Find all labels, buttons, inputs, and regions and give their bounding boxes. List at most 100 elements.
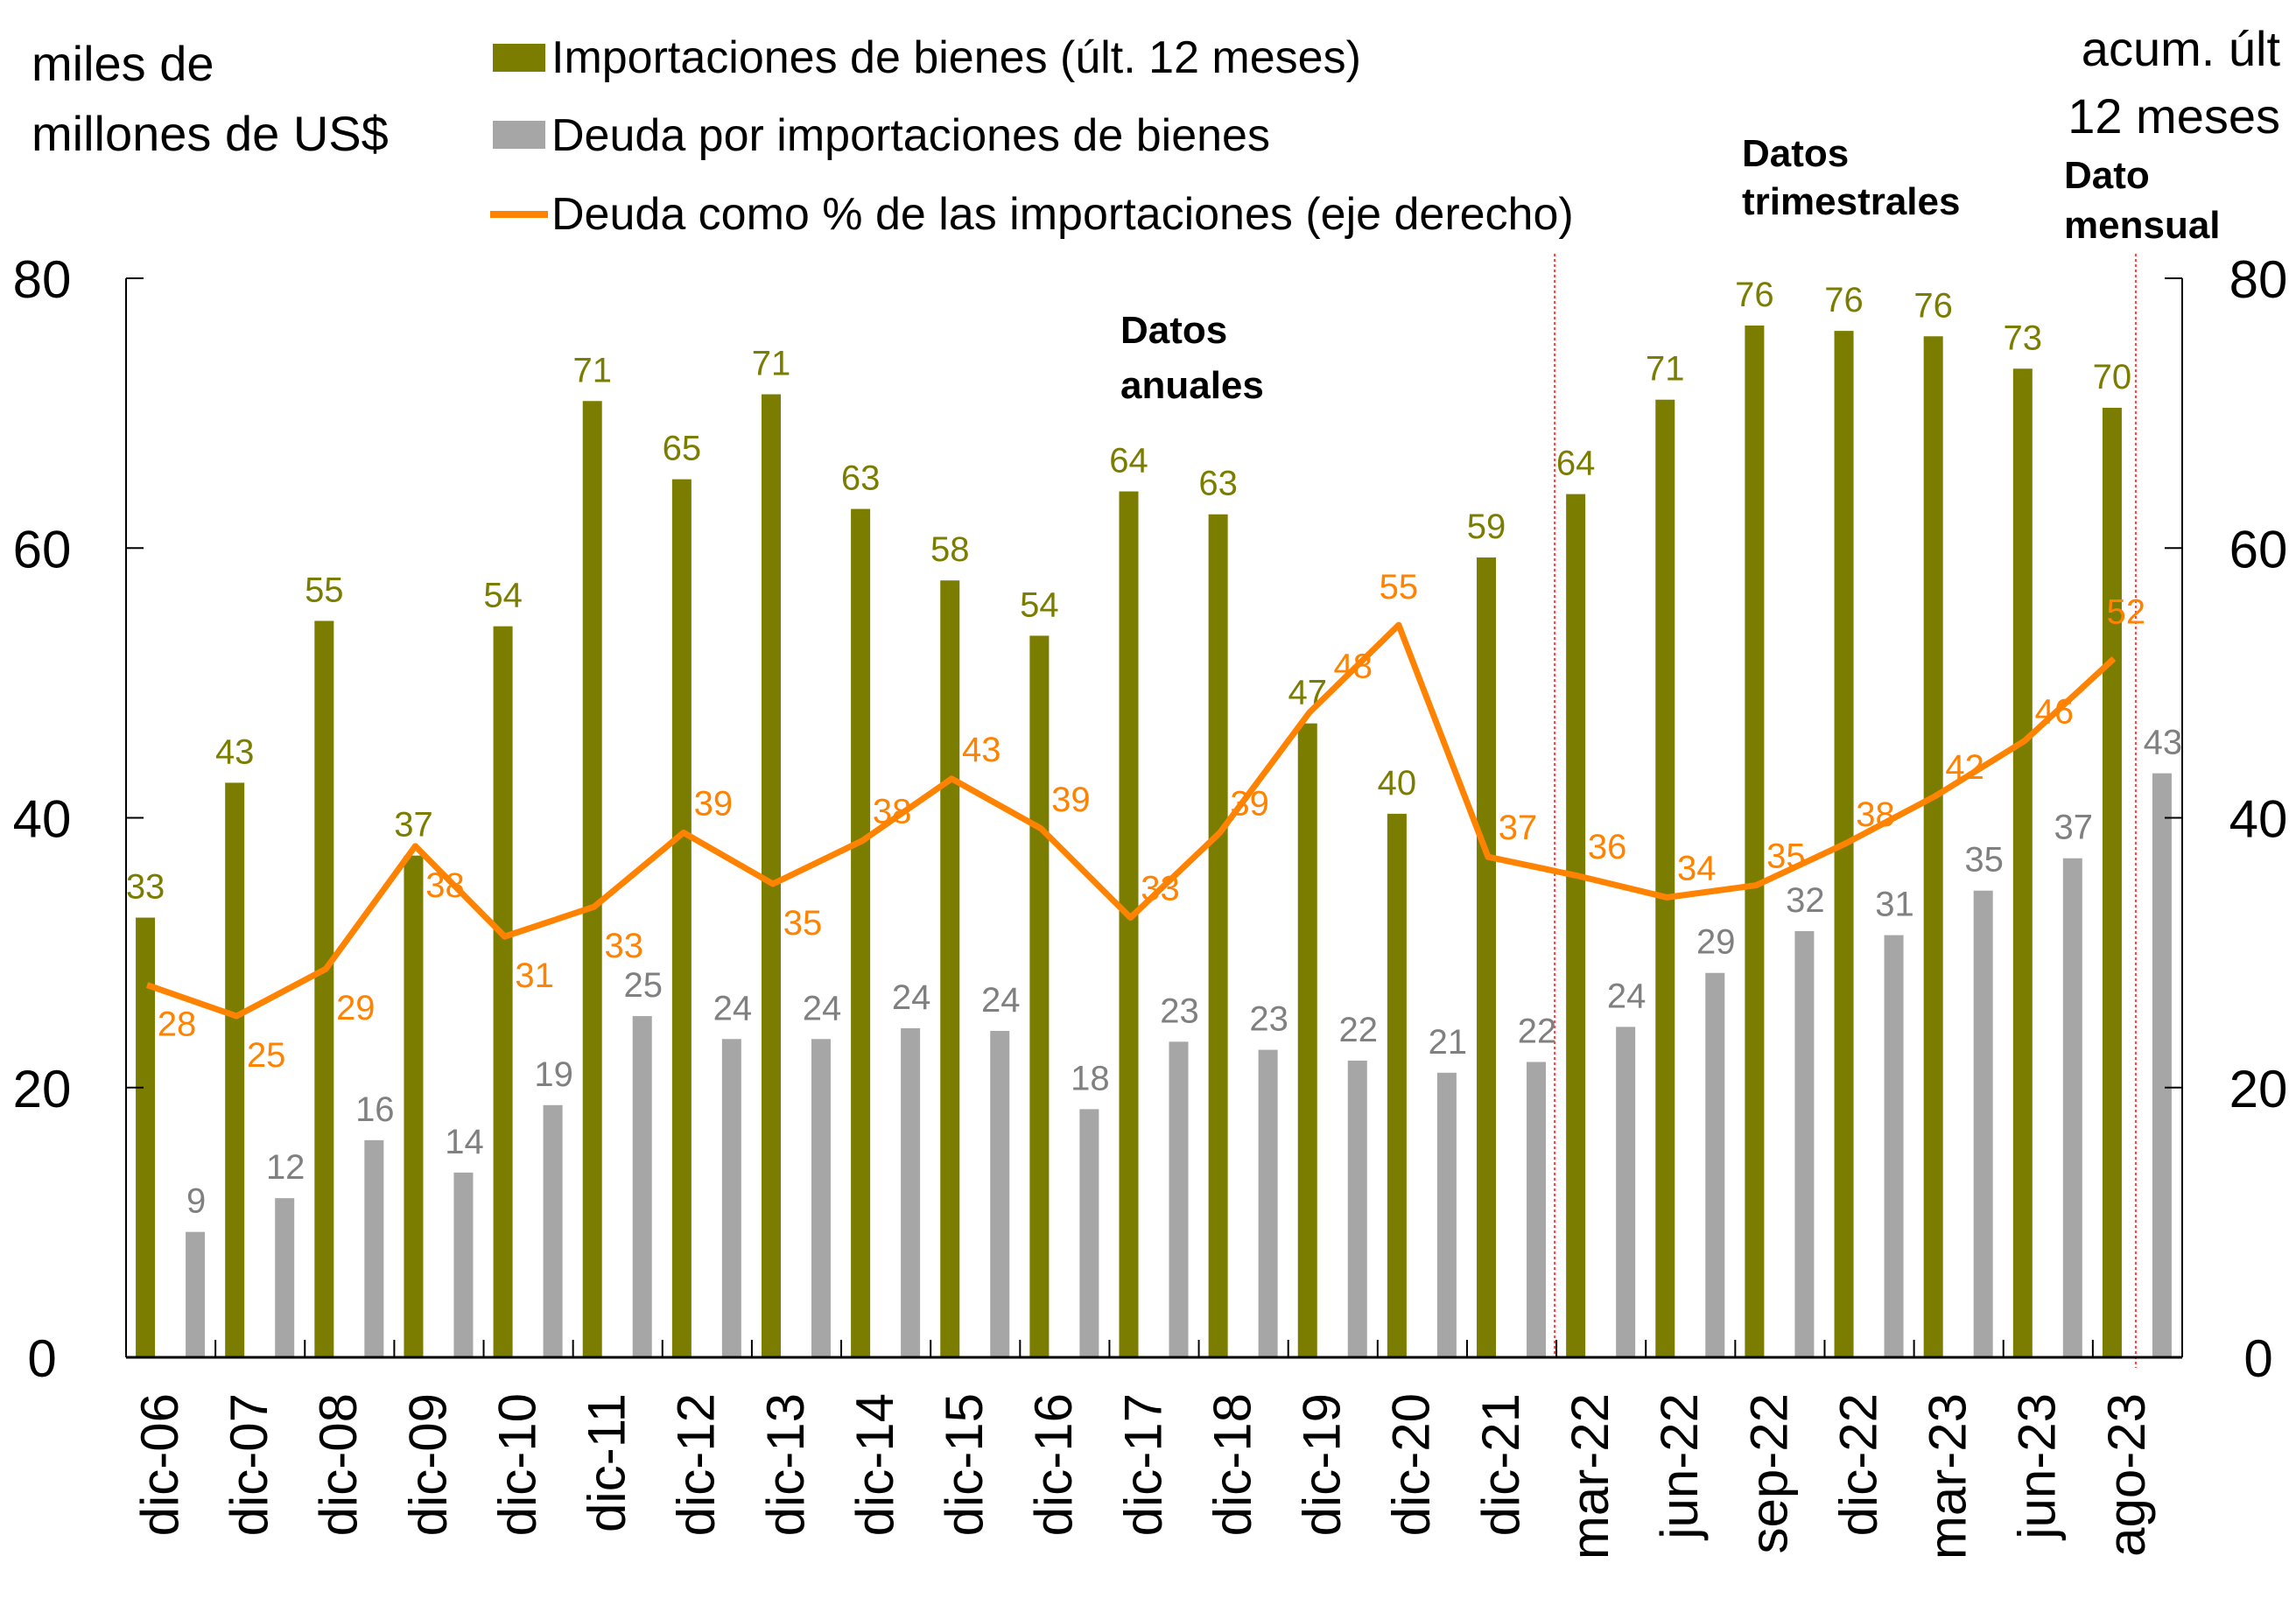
left-axis-tick-label: 40 [13,790,72,849]
data-label-imports: 71 [752,345,791,383]
data-label-ratio: 55 [1380,568,1419,606]
data-label-ratio: 39 [1051,781,1091,819]
data-label-imports: 58 [930,530,970,569]
data-label-imports: 71 [572,351,612,389]
bar-imports [225,782,245,1357]
data-label-debt: 9 [186,1182,206,1221]
bar-imports [1387,813,1407,1357]
bar-debt [632,1016,652,1357]
data-label-debt: 16 [355,1090,395,1129]
data-label-ratio: 38 [425,866,465,905]
data-label-debt: 23 [1249,1000,1288,1039]
x-axis-tick-label: dic-12 [667,1393,726,1536]
x-axis-tick-label: dic-09 [398,1393,457,1536]
x-axis-tick-label: dic-21 [1471,1393,1530,1536]
data-label-imports: 40 [1378,764,1417,803]
bar-imports [314,620,334,1357]
bar-debt [543,1104,563,1357]
x-axis-tick-label: jun-23 [2008,1393,2067,1541]
data-label-imports: 71 [1646,350,1685,389]
x-axis-tick-label: dic-11 [578,1393,636,1532]
bar-debt [275,1198,295,1357]
bar-imports [1297,723,1317,1357]
bar-imports [2102,407,2122,1358]
data-label-ratio: 31 [515,957,554,995]
data-label-debt: 14 [445,1123,484,1161]
data-label-imports: 65 [663,430,702,468]
left-axis-tick-label: 20 [13,1060,72,1118]
bar-debt [1258,1049,1278,1357]
bar-debt [1794,930,1815,1357]
data-label-ratio: 42 [1945,748,1984,787]
data-label-debt: 31 [1875,886,1914,924]
legend: Importaciones de bienes (últ. 12 meses) … [490,32,1574,240]
x-axis-tick-label: dic-19 [1293,1393,1352,1536]
bar-imports [671,479,692,1357]
bar-imports [1029,635,1050,1357]
bar-debt [1527,1062,1547,1357]
data-label-debt: 12 [266,1148,305,1187]
annotation-annual-line2: anuales [1120,364,1264,407]
bar-imports [1477,557,1497,1357]
data-label-debt: 37 [2054,809,2094,847]
data-label-imports: 47 [1288,674,1328,712]
legend-swatch-debt [493,121,545,149]
bar-imports [493,626,513,1357]
x-axis-tick-label: dic-07 [220,1393,278,1536]
right-axis-label-line1: acum. últ [2082,21,2281,76]
right-axis-tick-label: 40 [2229,790,2288,849]
data-label-debt: 22 [1339,1011,1379,1049]
legend-label-ratio: Deuda como % de las importaciones (eje d… [551,189,1574,240]
bar-debt [453,1172,474,1357]
bar-debt [1973,890,1993,1357]
bar-debt [1884,935,1904,1357]
data-label-ratio: 48 [1334,647,1373,685]
data-label-ratio: 33 [604,927,643,965]
bar-debt [901,1027,921,1357]
data-label-imports: 63 [1198,465,1238,503]
data-label-ratio: 37 [1499,809,1538,847]
data-label-debt: 24 [892,978,931,1017]
data-label-ratio: 34 [1677,849,1717,887]
data-label-debt: 21 [1429,1023,1468,1062]
data-label-imports: 73 [2004,319,2043,357]
bar-debt [1079,1109,1099,1357]
bar-imports [1655,399,1675,1357]
data-label-imports: 59 [1467,508,1506,546]
data-label-debt: 19 [534,1055,573,1094]
x-axis-tick-label: sep-22 [1739,1393,1798,1553]
data-label-debt: 24 [713,989,753,1027]
bar-debt [811,1039,831,1357]
data-label-imports: 55 [305,571,344,609]
x-axis-tick-label: mar-22 [1561,1393,1619,1559]
data-label-ratio: 35 [1766,838,1806,876]
bar-imports [404,855,424,1357]
data-label-ratio: 36 [1588,828,1627,866]
data-label-ratio: 38 [873,793,912,831]
bar-debt [990,1031,1010,1357]
data-label-imports: 76 [1913,286,1953,325]
x-axis-tick-label: dic-08 [309,1393,368,1536]
bar-imports [851,508,871,1357]
data-label-debt: 29 [1696,923,1736,962]
annotation-quarterly-line2: trimestrales [1742,180,1960,223]
legend-label-imports: Importaciones de bienes (últ. 12 meses) [551,32,1361,83]
bar-imports [1923,336,1943,1358]
annotation-monthly-line2: mensual [2064,204,2221,247]
left-axis-label-line2: millones de US$ [32,106,389,161]
left-axis-tick-label: 60 [13,520,72,578]
x-axis-tick-label: dic-20 [1382,1393,1441,1536]
data-label-ratio: 43 [962,731,1001,769]
data-label-ratio: 38 [1856,795,1895,834]
bar-imports [1745,325,1765,1358]
bar-imports [1119,491,1139,1357]
data-label-debt: 18 [1071,1059,1110,1097]
bar-debt [1616,1027,1636,1357]
line-ratio [145,621,2117,1020]
bar-imports [761,394,781,1357]
plot-area: 33 43 55 37 54 71 65 71 63 58 54 64 63 47 40 59 64 71 76 76… [13,250,2288,1559]
left-axis-tick-label: 80 [13,250,72,309]
x-axis-tick-label: mar-23 [1919,1393,1977,1559]
bar-imports [1208,514,1228,1357]
annotation-monthly-line1: Dato [2064,154,2150,197]
